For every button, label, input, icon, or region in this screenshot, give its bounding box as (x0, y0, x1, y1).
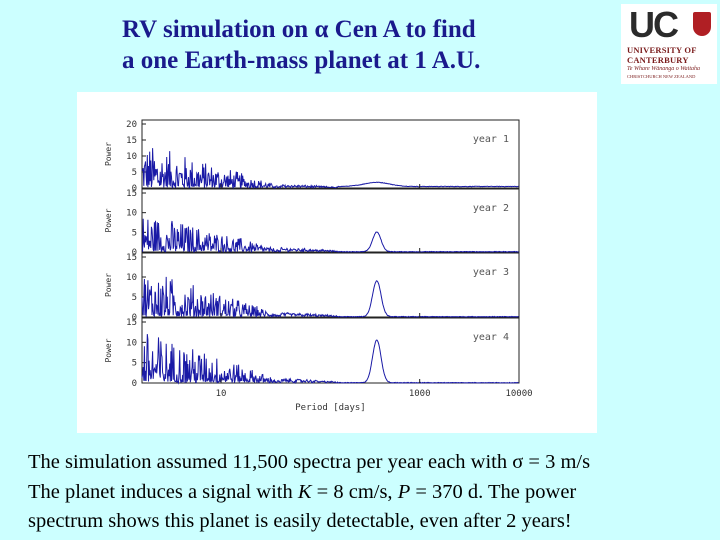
panel-label: year 2 (473, 203, 509, 214)
y-tick-label: 10 (126, 338, 137, 348)
series-line (141, 334, 520, 385)
y-tick-label: 15 (126, 318, 137, 328)
panel-frame (141, 119, 520, 189)
y-tick-label: 0 (132, 248, 137, 258)
caption-line-2-pre: The planet induces a signal with (28, 480, 298, 503)
logo-line-4: CHRISTCHURCH NEW ZEALAND (627, 74, 696, 79)
y-tick-label: 15 (126, 136, 137, 146)
y-tick-label: 0 (132, 313, 137, 323)
series-line (141, 276, 520, 319)
x-tick-label: 10000 (505, 389, 532, 399)
y-tick-label: 0 (132, 379, 137, 389)
x-tick-label: 10 (216, 389, 227, 399)
caption: The simulation assumed 11,500 spectra pe… (28, 448, 708, 537)
panel-label: year 4 (473, 332, 509, 343)
y-tick-label: 5 (132, 293, 137, 303)
x-tick-label: 1000 (409, 389, 431, 399)
y-tick-label: 0 (132, 184, 137, 194)
power-spectrum-chart: 0 5 10 15 20 Power year 1 0 5 10 15 Power year 2 0 5 10… (104, 119, 533, 413)
series-line (141, 218, 520, 254)
panel-label: year 1 (473, 134, 509, 145)
logo-line-2: CANTERBURY (627, 55, 689, 65)
y-axis-label: Power (104, 142, 113, 166)
y-axis-label: Power (104, 273, 113, 297)
logo-monogram: UC (629, 4, 679, 45)
caption-line-2: The planet induces a signal with K = 8 c… (28, 478, 708, 508)
caption-line-2-post: = 370 d. The power (410, 480, 577, 503)
crest-icon (693, 12, 711, 36)
caption-line-3: spectrum shows this planet is easily det… (28, 510, 572, 532)
caption-line-2-mid: = 8 cm/s, (311, 480, 398, 503)
panel-frame (141, 252, 520, 318)
power-spectrum-figure: 0 5 10 15 20 Power year 1 0 5 10 15 Power year 2 0 5 10… (77, 92, 597, 433)
y-tick-label: 15 (126, 189, 137, 199)
y-axis-label: Power (104, 208, 113, 232)
y-axis-label: Power (104, 338, 113, 362)
slide-title: RV simulation on α Cen A to find a one E… (122, 14, 562, 76)
y-tick-label: 5 (132, 168, 137, 178)
x-axis-label: Period [days] (295, 403, 365, 413)
series-line (141, 148, 520, 190)
caption-var-k: K (297, 480, 312, 503)
y-tick-label: 10 (126, 209, 137, 219)
title-line-1: RV simulation on α Cen A to find (122, 16, 476, 43)
y-tick-label: 5 (132, 359, 137, 369)
y-tick-label: 20 (126, 120, 137, 130)
caption-line-1: The simulation assumed 11,500 spectra pe… (28, 451, 591, 473)
y-tick-label: 10 (126, 273, 137, 283)
university-logo: UC UNIVERSITY OF CANTERBURY Te Whare Wān… (621, 4, 717, 84)
title-line-2: a one Earth-mass planet at 1 A.U. (122, 47, 481, 74)
y-tick-label: 15 (126, 253, 137, 263)
y-tick-label: 10 (126, 152, 137, 162)
y-tick-label: 5 (132, 228, 137, 238)
panel-frame (141, 188, 520, 253)
panel-label: year 3 (473, 267, 509, 278)
panel-frame (141, 317, 520, 384)
caption-var-p: P (397, 480, 411, 503)
logo-line-3: Te Whare Wānanga o Waitaha (627, 66, 701, 72)
logo-line-1: UNIVERSITY OF (627, 45, 697, 55)
